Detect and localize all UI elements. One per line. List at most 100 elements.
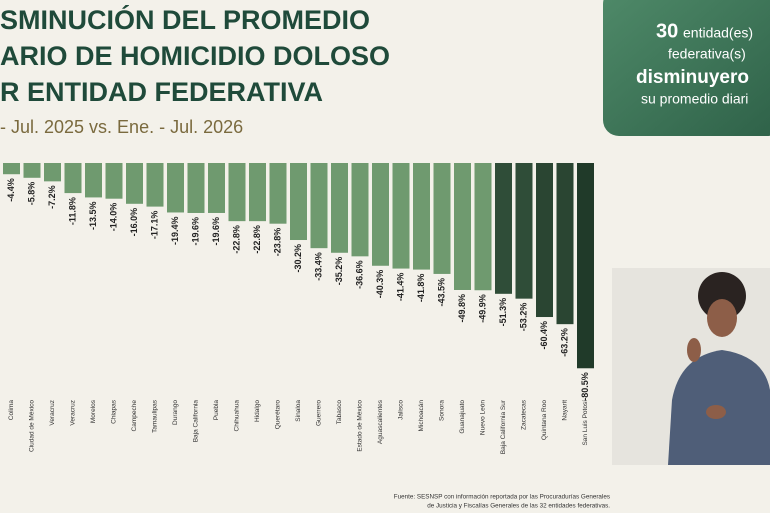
value-label: -13.5% (88, 201, 98, 230)
title-line: ARIO DE HOMICIDIO DOLOSO (0, 41, 390, 71)
bar (331, 163, 348, 253)
value-label: -22.8% (252, 225, 262, 254)
bar (269, 163, 287, 224)
x-tick-label: Nayarit (562, 400, 569, 421)
bar (433, 163, 451, 274)
x-tick-label: Quintana Roo (541, 400, 548, 440)
bar (23, 163, 41, 178)
x-tick-label: Colima (8, 400, 15, 421)
bar (64, 163, 82, 194)
bar (85, 163, 102, 198)
value-label: -51.3% (498, 298, 508, 327)
value-label: -35.2% (334, 257, 344, 286)
x-tick-label: Jalisco (398, 400, 405, 420)
source: Fuente: SESNSP con información reportada… (394, 494, 610, 501)
value-label: -53.2% (518, 303, 528, 332)
bar (126, 163, 143, 204)
source: de Justicia y Fiscalías Generales de las… (427, 503, 610, 510)
x-tick-label: Chiapas (111, 399, 118, 424)
x-tick-label: Zacatecas (521, 399, 528, 430)
value-label: -63.2% (559, 328, 569, 357)
value-label: -19.4% (170, 216, 180, 245)
x-tick-label: Aguascalientes (377, 399, 384, 444)
bar (3, 163, 20, 175)
bar (187, 163, 205, 213)
bar (105, 163, 123, 199)
value-label: -36.6% (354, 260, 364, 289)
bar (515, 163, 533, 299)
value-label: -30.2% (293, 244, 303, 273)
x-tick-label: Veracruz (70, 400, 77, 426)
x-tick-label: Guerrero (316, 400, 323, 426)
value-label: -23.8% (272, 228, 282, 257)
x-tick-label: Nuevo León (480, 400, 487, 435)
bar (495, 163, 512, 294)
x-tick-label: San Luis Potosí (582, 400, 589, 446)
value-label: -80.5% (580, 372, 590, 401)
x-tick-label: Durango (172, 400, 179, 425)
value-label: -5.8% (26, 182, 36, 206)
x-tick-label: Morelos (90, 399, 97, 423)
x-tick-label: Tamaulipas (152, 399, 159, 433)
value-label: -60.4% (539, 321, 549, 350)
bar (351, 163, 369, 257)
bar (556, 163, 574, 325)
x-tick-label: Veracruz (49, 400, 56, 426)
bar (44, 163, 61, 182)
subtitle: - Jul. 2025 vs. Ene. - Jul. 2026 (0, 117, 243, 137)
x-tick-label: Chihuahua (234, 400, 241, 432)
x-tick-label: Sinaloa (295, 400, 302, 422)
bar (208, 163, 225, 213)
x-tick-label: Michoacán (418, 400, 425, 432)
title-line: SMINUCIÓN DEL PROMEDIO (0, 4, 370, 35)
bar (392, 163, 410, 269)
value-label: -4.4% (6, 178, 16, 202)
value-label: -49.8% (457, 294, 467, 323)
title-line: R ENTIDAD FEDERATIVA (0, 77, 323, 107)
bar (146, 163, 164, 207)
x-tick-label: Estado de México (357, 400, 364, 452)
callout-text: disminuyero (636, 67, 749, 88)
x-tick-label: Campeche (131, 400, 138, 432)
bar (290, 163, 307, 241)
value-label: -49.9% (477, 294, 487, 323)
callout-text: federativa(s) (668, 46, 746, 62)
x-tick-label: Puebla (213, 400, 220, 421)
value-label: -33.4% (313, 252, 323, 281)
bar (249, 163, 266, 222)
value-label: -16.0% (129, 208, 139, 237)
x-tick-label: Guanajuato (459, 400, 466, 434)
x-tick-label: Hidalgo (254, 400, 261, 422)
bar (577, 163, 594, 369)
value-label: -41.8% (416, 274, 426, 303)
value-label: -7.2% (47, 185, 57, 209)
callout-number: 30 (656, 20, 678, 42)
bar (228, 163, 246, 222)
bar (413, 163, 430, 270)
x-tick-label: Baja California (193, 400, 200, 443)
x-tick-label: Tabasco (336, 400, 343, 425)
callout-text: su promedio diari (641, 91, 748, 107)
x-tick-label: Baja California Sur (500, 399, 507, 454)
bar (167, 163, 184, 213)
value-label: -22.8% (231, 225, 241, 254)
bar (536, 163, 553, 318)
value-label: -19.6% (190, 217, 200, 246)
bar (372, 163, 389, 266)
callout-text: entidad(es) (683, 25, 753, 41)
x-tick-label: Ciudad de México (29, 400, 36, 452)
bar (474, 163, 492, 291)
x-tick-label: Querétaro (275, 400, 282, 430)
callout-box (603, 0, 770, 136)
bar (454, 163, 471, 290)
value-label: -17.1% (149, 211, 159, 240)
value-label: -41.4% (395, 273, 405, 302)
x-tick-label: Sonora (439, 400, 446, 421)
value-label: -19.6% (211, 217, 221, 246)
value-label: -43.5% (436, 278, 446, 307)
value-label: -14.0% (108, 203, 118, 232)
bar (310, 163, 328, 249)
value-label: -40.3% (375, 270, 385, 299)
interpreter (612, 268, 770, 465)
